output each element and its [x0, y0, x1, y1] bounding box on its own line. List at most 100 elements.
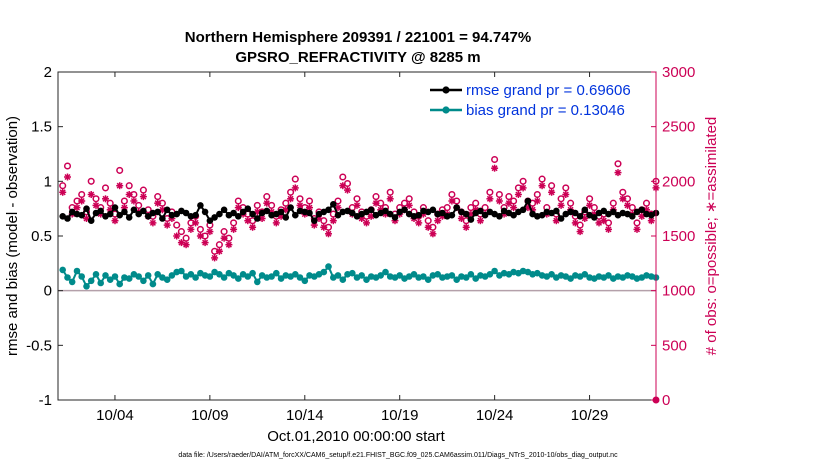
asterisk-stroke [605, 226, 612, 233]
rmse-point [519, 206, 527, 214]
rmse-point [382, 207, 389, 215]
possible-point [296, 195, 304, 203]
rmse-point [306, 209, 313, 217]
rmse-point [330, 201, 337, 208]
asterisk-stroke [206, 228, 213, 235]
assimilated-point [73, 204, 81, 212]
asterisk-stroke [344, 187, 351, 194]
rmse-point [591, 214, 598, 221]
possible-point [230, 219, 238, 227]
possible-point [116, 166, 124, 174]
rmse-point [481, 211, 489, 219]
possible-point [353, 195, 361, 203]
right-tick-label: 2500 [662, 119, 695, 136]
assimilated-point [263, 199, 271, 207]
rmse-point [235, 213, 242, 220]
possible-point [614, 160, 622, 168]
assimilated-point [249, 223, 257, 231]
rmse-point [581, 206, 589, 214]
rmse-series [59, 197, 660, 224]
right-tick-label: 2000 [662, 173, 695, 190]
rmse-point [600, 207, 608, 215]
asterisk-stroke [187, 226, 194, 233]
rmse-point [572, 209, 579, 217]
asterisk-stroke [577, 228, 584, 235]
rmse-point [121, 208, 128, 216]
possible-point [59, 182, 67, 190]
bias-point [424, 276, 432, 284]
bias-point [149, 280, 157, 288]
asterisk-stroke [211, 254, 218, 261]
possible-point [619, 188, 627, 196]
bias-point [111, 273, 119, 280]
rmse-point [263, 207, 271, 215]
assimilated-point [130, 197, 138, 205]
assimilated-point [149, 219, 157, 227]
possible-point [538, 175, 546, 183]
asterisk-stroke [387, 195, 394, 202]
legend-rmse-marker [442, 86, 450, 94]
assimilated-point [486, 195, 494, 203]
bias-point [178, 267, 185, 275]
asterisk-stroke [173, 232, 180, 240]
possible-point [215, 241, 223, 249]
assimilated-point [415, 219, 423, 227]
bias-point [420, 273, 427, 280]
bias-point [320, 268, 328, 276]
assimilated-point [111, 217, 119, 225]
asterisk-stroke [534, 197, 541, 205]
assimilated-point [434, 217, 442, 225]
possible-point [533, 190, 541, 199]
asterisk-stroke [149, 219, 156, 226]
possible-point [182, 234, 190, 242]
assimilated-point [633, 225, 641, 233]
asterisk-stroke [296, 202, 304, 209]
rmse-point [287, 204, 294, 211]
assimilated-point [344, 186, 351, 194]
left-tick-label: 1.5 [31, 119, 52, 136]
right-tick-label: 500 [662, 337, 687, 354]
rmse-point [391, 214, 399, 221]
assimilated-point [448, 197, 456, 205]
rmse-point [349, 209, 356, 217]
rmse-point [448, 211, 456, 219]
asterisk-stroke [434, 217, 441, 224]
chart-title: Northern Hemisphere 209391 / 221001 = 94… [185, 29, 531, 46]
possible-point [291, 175, 299, 183]
bias-point [73, 267, 81, 275]
assimilated-point [647, 217, 655, 225]
asterisk-stroke [648, 217, 655, 224]
assimilated-point [182, 241, 190, 249]
asterisk-stroke [116, 182, 123, 189]
asterisk-stroke [572, 219, 579, 226]
bias-series [59, 263, 660, 290]
x-tick-label: 10/09 [191, 407, 229, 424]
bias-point [491, 267, 498, 275]
rmse-point [197, 202, 204, 209]
rmse-point [553, 207, 560, 215]
rmse-point [78, 211, 85, 219]
rmse-point [125, 214, 133, 221]
asterisk-stroke [244, 217, 251, 224]
assimilated-point [514, 191, 522, 198]
rmse-point [173, 210, 180, 218]
asterisk-stroke [515, 191, 522, 198]
assimilated-point [429, 230, 437, 238]
bias-point [187, 271, 195, 278]
possible-point [495, 190, 503, 199]
bias-point [140, 277, 147, 285]
bias-point [467, 271, 475, 278]
x-axis-label: Oct.01,2010 00:00:00 start [267, 428, 445, 445]
assimilated-point [92, 201, 100, 209]
bias-point [102, 272, 109, 279]
assimilated-point [353, 201, 361, 209]
asterisk-stroke [458, 215, 465, 222]
possible-point [339, 173, 347, 181]
asterisk-stroke [197, 232, 204, 240]
bias-point [192, 274, 199, 281]
bias-point [273, 269, 280, 277]
asterisk-stroke [353, 202, 361, 209]
asterisk-stroke [216, 248, 223, 255]
rmse-point [211, 214, 218, 221]
